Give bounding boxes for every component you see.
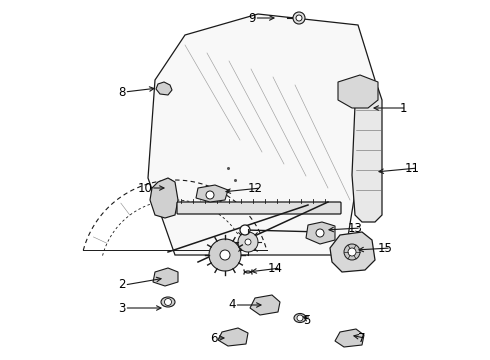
Polygon shape [330, 232, 375, 272]
Circle shape [245, 239, 251, 245]
Circle shape [206, 191, 214, 199]
Polygon shape [209, 239, 241, 271]
Text: 10: 10 [138, 181, 153, 194]
Circle shape [318, 228, 326, 236]
Text: 2: 2 [118, 279, 125, 292]
Ellipse shape [294, 314, 306, 323]
Circle shape [297, 315, 303, 321]
Text: 7: 7 [358, 332, 366, 345]
Polygon shape [306, 222, 335, 244]
Text: 11: 11 [405, 162, 420, 175]
Polygon shape [156, 82, 172, 95]
Text: 8: 8 [118, 85, 125, 99]
Circle shape [348, 248, 356, 256]
Circle shape [240, 225, 250, 235]
Polygon shape [218, 328, 248, 346]
Text: 4: 4 [228, 298, 236, 311]
Polygon shape [150, 178, 178, 218]
Circle shape [220, 250, 230, 260]
Polygon shape [196, 185, 228, 202]
FancyBboxPatch shape [177, 202, 341, 214]
Text: 12: 12 [248, 181, 263, 194]
Polygon shape [335, 329, 364, 347]
Text: 1: 1 [400, 102, 408, 114]
Circle shape [316, 229, 324, 237]
Circle shape [344, 244, 360, 260]
Polygon shape [238, 232, 258, 252]
Polygon shape [148, 14, 375, 255]
Text: 6: 6 [210, 332, 218, 345]
Text: 9: 9 [248, 12, 255, 24]
Polygon shape [250, 295, 280, 315]
Polygon shape [352, 82, 382, 222]
Text: 3: 3 [118, 302, 125, 315]
Circle shape [296, 15, 302, 21]
Text: 13: 13 [348, 221, 363, 234]
Ellipse shape [161, 297, 175, 307]
Circle shape [165, 298, 172, 306]
Text: 15: 15 [378, 242, 393, 255]
Text: 5: 5 [303, 314, 310, 327]
Polygon shape [338, 75, 378, 108]
Circle shape [293, 12, 305, 24]
Polygon shape [153, 268, 178, 286]
Text: 14: 14 [268, 261, 283, 274]
